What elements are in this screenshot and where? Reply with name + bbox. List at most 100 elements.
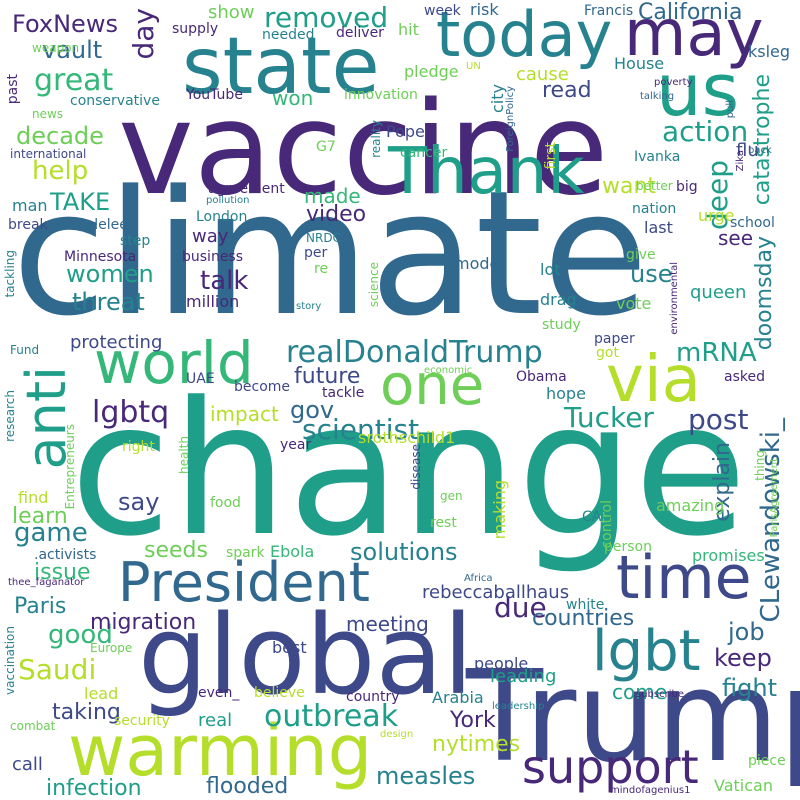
word-support: support <box>522 740 699 794</box>
word-women: women <box>66 260 154 288</box>
word-ca: CA <box>582 509 602 525</box>
word-flooded: flooded <box>206 774 289 799</box>
word-white: white <box>566 597 605 613</box>
word-fund: Fund <box>10 343 40 357</box>
word-cancer: cancer <box>400 145 448 161</box>
word-use: use <box>630 260 673 288</box>
word-decade: decade <box>16 122 104 150</box>
word-nation: nation <box>632 201 677 217</box>
word-conservative: conservative <box>70 93 160 109</box>
word-leadership: leadership <box>492 701 545 712</box>
word-week: week <box>424 3 461 19</box>
word-become: become <box>234 379 291 395</box>
word-infection: infection <box>46 776 142 800</box>
word-thing: thing <box>753 450 767 481</box>
word-way: way <box>192 226 229 247</box>
word-london: London <box>196 209 248 225</box>
word-read: read <box>542 78 592 103</box>
word-best: best <box>272 638 307 657</box>
word-solutions: solutions <box>350 538 458 566</box>
word-environmental: environmental <box>669 262 680 335</box>
word-time: time <box>616 543 752 613</box>
word-due: due <box>494 591 547 624</box>
word-europe: Europe <box>90 641 133 655</box>
word-paris: Paris <box>14 594 67 619</box>
word-lead: lead <box>84 684 119 703</box>
word-un: UN <box>466 61 481 72</box>
word-lot: lot <box>540 260 561 279</box>
word-study: study <box>542 317 581 333</box>
word-great: great <box>34 63 114 98</box>
word-international: international <box>10 147 87 161</box>
word-learn: learn <box>12 504 68 529</box>
word-flu: flu <box>736 140 759 161</box>
word-spark: spark <box>226 545 265 561</box>
word-fagenator: thee_faganator <box>8 577 85 588</box>
word-climate: climate <box>12 153 649 354</box>
word-reality: reality <box>369 120 383 158</box>
word-want: want <box>602 174 657 199</box>
word-ksleg: ksleg <box>748 42 791 61</box>
word-food: food <box>210 495 241 511</box>
word-measles: measles <box>376 762 476 790</box>
word-per: per <box>304 245 328 261</box>
word-hit: hit <box>398 20 419 39</box>
word-one: one <box>380 353 485 418</box>
word-job: job <box>728 618 765 646</box>
word-countries: countries <box>532 606 635 631</box>
word-york: York <box>450 708 496 733</box>
word-paper: paper <box>594 331 635 347</box>
word-come: come <box>612 680 668 704</box>
word-arabia: Arabia <box>432 688 484 707</box>
word-mrna: mRNA <box>676 338 757 368</box>
word-state: state <box>182 22 380 112</box>
word-model: model <box>454 254 504 273</box>
word-risk: risk <box>470 0 499 19</box>
word-warming: warming <box>68 710 373 792</box>
word-vatican: Vatican <box>714 776 773 795</box>
word-help: help <box>32 156 89 186</box>
word-parisagreement: ParisAgreement <box>769 458 780 538</box>
word-last: last <box>644 218 673 237</box>
word-talk: talk <box>200 266 249 296</box>
word-migration: migration <box>90 610 197 635</box>
word-man: man <box>12 196 48 215</box>
word-call: call <box>12 754 43 775</box>
word-take: TAKE <box>50 188 111 216</box>
word-realdonaldtrump: realDonaldTrump <box>286 335 543 370</box>
word-right: right <box>122 439 155 455</box>
word-outbreak: outbreak <box>264 699 399 734</box>
word-fight: fight <box>722 674 777 702</box>
word-mindofagenius: mindofagenius1 <box>610 785 691 796</box>
word-day: day <box>127 8 160 60</box>
word-thank: Thank <box>388 135 585 209</box>
word-carolelee: carolelee <box>64 217 128 233</box>
word-talking: talking <box>640 91 675 102</box>
word-minnesota: Minnesota <box>64 249 137 265</box>
word-making: making <box>490 480 509 540</box>
word-lgbt: lgbt <box>592 619 701 684</box>
word-amazing: amazing <box>656 496 725 515</box>
word-say: say <box>118 488 160 516</box>
word-pull: pull <box>725 100 736 119</box>
word-vault: vault <box>42 36 103 64</box>
word-first: first <box>543 142 559 170</box>
word-big: big <box>676 179 698 195</box>
word-past: past <box>5 74 21 105</box>
word-city: city <box>488 84 507 113</box>
word-vaccination: vaccination <box>3 626 17 695</box>
word-ebola: Ebola <box>270 542 315 561</box>
word-queen: queen <box>690 282 747 303</box>
word-back: back <box>748 145 772 156</box>
word-nytimes: nytimes <box>432 732 521 757</box>
word-us: us <box>656 48 740 132</box>
word-see: see <box>718 226 754 250</box>
word-impact: impact <box>210 402 279 426</box>
word-obama: Obama <box>516 369 567 385</box>
word-vote: vote <box>616 294 652 313</box>
word-supply: supply <box>172 21 219 37</box>
word-removed: removed <box>264 1 389 34</box>
word-won: won <box>272 86 314 110</box>
word-global: global <box>138 591 474 719</box>
